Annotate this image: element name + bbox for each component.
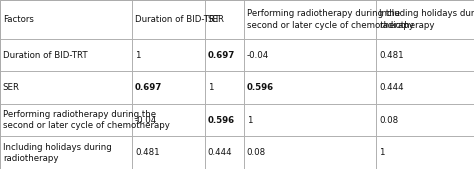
Bar: [132, 71, 205, 104]
Text: Duration of BID-TRT: Duration of BID-TRT: [3, 51, 88, 60]
Text: 0.444: 0.444: [208, 148, 232, 157]
Bar: [205, 104, 244, 137]
Bar: [244, 71, 376, 104]
Bar: [0, 0, 132, 39]
Text: 0.697: 0.697: [135, 83, 163, 92]
Text: -0.04: -0.04: [135, 116, 157, 125]
Text: 0.596: 0.596: [208, 116, 235, 125]
Bar: [132, 137, 205, 169]
Text: 1: 1: [246, 116, 252, 125]
Bar: [205, 137, 244, 169]
Bar: [376, 39, 474, 71]
Bar: [376, 71, 474, 104]
Text: -0.04: -0.04: [246, 51, 269, 60]
Bar: [0, 104, 132, 137]
Bar: [0, 137, 132, 169]
Bar: [376, 0, 474, 39]
Text: 0.08: 0.08: [379, 116, 398, 125]
Bar: [205, 39, 244, 71]
Text: Including holidays during
radiotherapy: Including holidays during radiotherapy: [3, 143, 111, 163]
Bar: [376, 104, 474, 137]
Bar: [205, 0, 244, 39]
Text: Factors: Factors: [3, 15, 34, 24]
Bar: [132, 104, 205, 137]
Text: 0.481: 0.481: [135, 148, 160, 157]
Bar: [0, 71, 132, 104]
Bar: [132, 0, 205, 39]
Text: SER: SER: [208, 15, 225, 24]
Text: Performing radiotherapy during the
second or later cycle of chemotherapy: Performing radiotherapy during the secon…: [246, 9, 414, 30]
Bar: [244, 39, 376, 71]
Text: 0.596: 0.596: [246, 83, 274, 92]
Text: 0.697: 0.697: [208, 51, 235, 60]
Text: SER: SER: [3, 83, 20, 92]
Text: Performing radiotherapy during the
second or later cycle of chemotherapy: Performing radiotherapy during the secon…: [3, 110, 170, 130]
Bar: [244, 0, 376, 39]
Text: 1: 1: [208, 83, 213, 92]
Text: 1: 1: [135, 51, 141, 60]
Bar: [244, 137, 376, 169]
Bar: [0, 39, 132, 71]
Text: 0.444: 0.444: [379, 83, 403, 92]
Bar: [376, 137, 474, 169]
Bar: [132, 39, 205, 71]
Text: Including holidays during
radiotherapy: Including holidays during radiotherapy: [379, 9, 474, 30]
Text: Duration of BID-TRT: Duration of BID-TRT: [135, 15, 219, 24]
Text: 0.481: 0.481: [379, 51, 403, 60]
Bar: [244, 104, 376, 137]
Text: 1: 1: [379, 148, 384, 157]
Text: 0.08: 0.08: [246, 148, 266, 157]
Bar: [205, 71, 244, 104]
